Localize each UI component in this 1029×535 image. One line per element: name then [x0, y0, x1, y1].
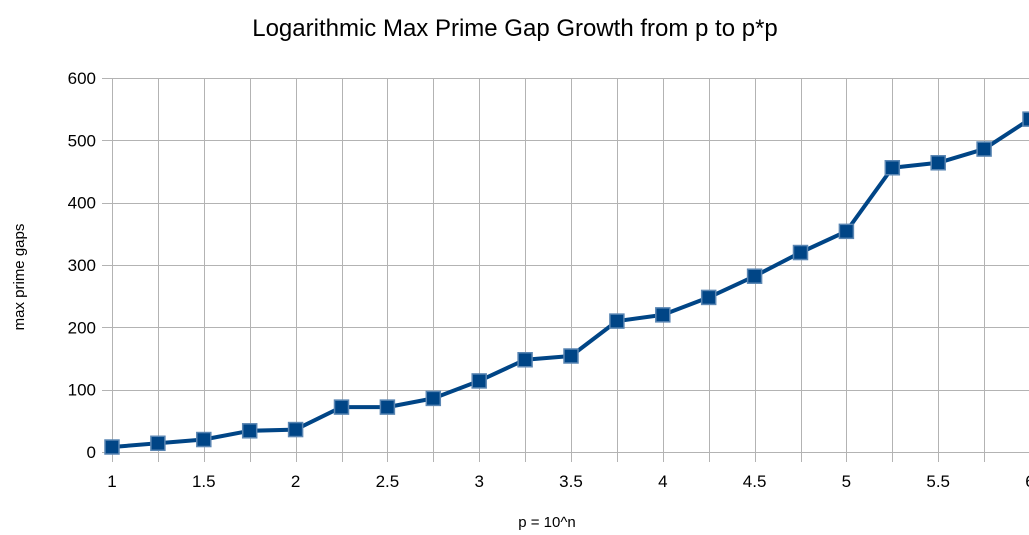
x-tick-label: 6: [1025, 472, 1029, 491]
data-point-marker: [241, 423, 258, 439]
y-tick-label: 500: [68, 131, 96, 150]
data-point-marker: [976, 141, 992, 157]
tick-labels: 0 100 200 300 400 500 600 1 1.5 2 2.5 3 3.5 4 4.5 5 5.5 6: [68, 69, 1029, 491]
data-point-marker: [563, 348, 579, 364]
data-point-marker: [379, 399, 396, 415]
data-point-marker: [792, 244, 809, 261]
x-tick-label: 3: [474, 472, 483, 491]
y-tick-label: 100: [68, 381, 96, 400]
data-point-marker: [517, 351, 533, 368]
x-tick-label: 4.5: [743, 472, 767, 491]
data-point-marker: [746, 268, 763, 284]
chart-title: Logarithmic Max Prime Gap Growth from p …: [252, 15, 778, 42]
x-tick-label: 1.5: [192, 472, 216, 491]
grid-lines: [102, 78, 1029, 462]
data-point-marker: [287, 421, 304, 438]
data-point-marker: [471, 373, 487, 389]
data-point-marker: [700, 289, 717, 306]
data-markers: [104, 111, 1029, 455]
x-tick-label: 2.5: [376, 472, 400, 491]
data-point-marker: [1022, 111, 1029, 127]
y-axis-label: max prime gaps: [11, 224, 28, 331]
x-tick-label: 4: [658, 472, 667, 491]
data-point-marker: [838, 223, 855, 240]
y-tick-label: 0: [87, 443, 96, 462]
data-point-marker: [150, 435, 166, 452]
data-point-marker: [196, 431, 212, 448]
x-tick-label: 2: [291, 472, 300, 491]
data-point-marker: [104, 439, 120, 455]
y-tick-label: 600: [68, 69, 96, 88]
x-tick-label: 1: [107, 472, 116, 491]
y-tick-label: 400: [68, 194, 96, 213]
data-point-marker: [930, 155, 946, 171]
y-tick-label: 200: [68, 318, 96, 337]
x-tick-label: 3.5: [559, 472, 583, 491]
data-point-marker: [333, 399, 350, 415]
y-tick-label: 300: [68, 256, 96, 275]
x-tick-label: 5: [842, 472, 851, 491]
x-axis-label: p = 10^n: [518, 514, 576, 531]
data-point-marker: [884, 160, 901, 176]
data-point-marker: [425, 390, 442, 407]
data-point-marker: [655, 307, 671, 323]
x-tick-label: 5.5: [926, 472, 950, 491]
data-point-marker: [609, 313, 625, 329]
